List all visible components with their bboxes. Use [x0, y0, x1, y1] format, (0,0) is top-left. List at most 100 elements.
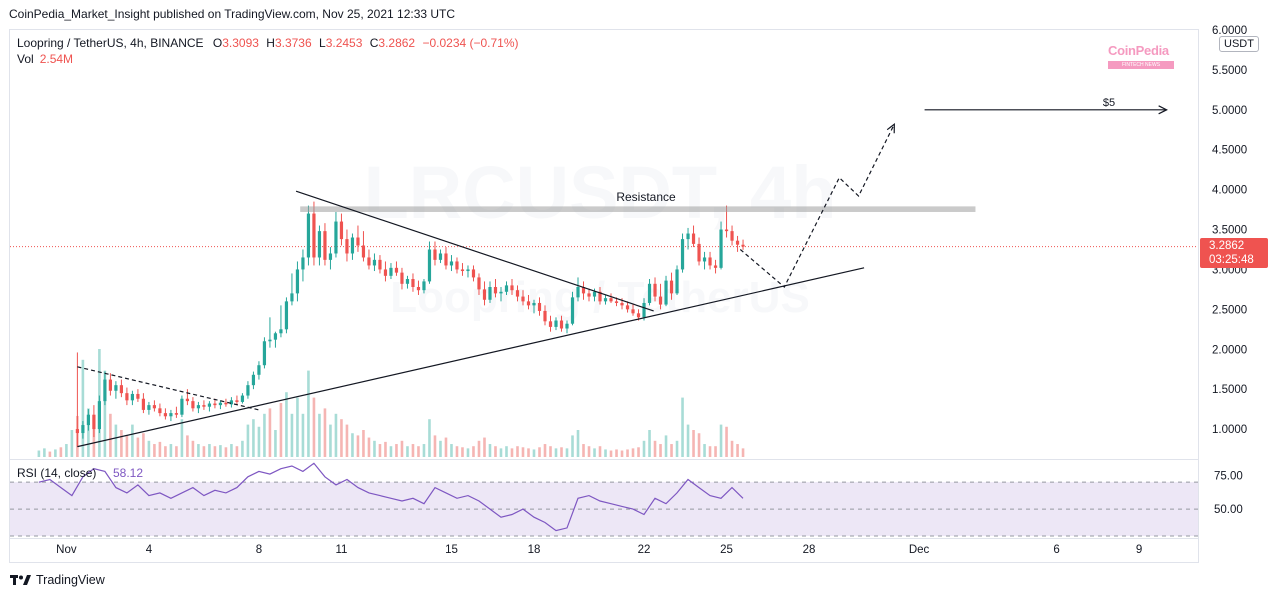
candle-down — [136, 389, 140, 402]
candle-up — [334, 211, 338, 258]
candle-body — [488, 286, 492, 300]
candle-up — [422, 279, 426, 294]
candle-down — [482, 281, 487, 306]
candle-down — [416, 280, 421, 295]
watermark-symbol: LRCUSDT, 4h — [364, 151, 837, 234]
volume-bar-down — [433, 435, 437, 457]
candle-down — [713, 259, 718, 274]
volume-bar-down — [587, 446, 591, 457]
candle-up — [284, 297, 289, 334]
volume-bar-up — [466, 448, 470, 457]
volume-bar-up — [675, 440, 679, 457]
candle-body — [636, 313, 641, 318]
candle-down — [158, 403, 162, 417]
candle-down — [493, 279, 498, 298]
time-tick-label: 9 — [1136, 544, 1142, 556]
candle-body — [702, 257, 707, 262]
candle-body — [350, 237, 355, 254]
volume-bar-down — [631, 448, 635, 457]
candle-up — [103, 371, 107, 406]
candle-body — [570, 297, 575, 324]
volume-bar-down — [582, 444, 585, 457]
candle-up — [169, 409, 173, 422]
candle-body — [306, 213, 311, 258]
candle-body — [438, 253, 443, 260]
candle-body — [136, 393, 140, 399]
volume-bar-down — [164, 446, 167, 457]
rsi-line — [38, 462, 744, 532]
candle-body — [675, 269, 679, 294]
volume-bar-down — [444, 437, 448, 457]
candle-down — [515, 285, 520, 302]
candle-body — [328, 253, 333, 260]
volume-bar-down — [527, 448, 530, 457]
volume-bars — [10, 246, 1198, 457]
volume-bar-up — [274, 430, 277, 457]
candle-up — [257, 361, 261, 380]
candle-down — [587, 288, 591, 302]
currency-unit-button[interactable]: USDT — [1219, 36, 1259, 52]
volume-bar-up — [334, 413, 338, 457]
candle-body — [741, 244, 745, 247]
symbol-label[interactable]: Loopring / TetherUS, 4h, BINANCE — [17, 36, 204, 50]
candle-body — [97, 401, 101, 430]
volume-bar-down — [477, 440, 481, 457]
volume-bar-up — [593, 448, 596, 457]
rsi-pane — [10, 462, 1198, 537]
price-tick-label: 6.0000 — [1212, 25, 1247, 37]
candle-body — [86, 414, 90, 426]
candle-body — [334, 221, 338, 254]
tradingview-brand-name: TradingView — [36, 573, 105, 587]
candle-down — [108, 373, 112, 396]
candle-up — [86, 409, 90, 431]
candle-body — [603, 298, 608, 302]
candle-body — [482, 289, 487, 300]
candle-down — [653, 277, 657, 302]
candle-body — [471, 269, 476, 278]
candle-up — [246, 381, 250, 399]
candle-body — [257, 365, 261, 375]
volume-bar-down — [516, 446, 519, 457]
candle-body — [218, 402, 223, 406]
volume-bar-down — [538, 447, 541, 457]
candle-body — [356, 237, 360, 246]
volume-bar-up — [169, 444, 173, 457]
candle-down — [202, 400, 206, 410]
candle-body — [378, 259, 382, 270]
tradingview-brand[interactable]: TradingView — [10, 573, 105, 587]
coinpedia-logo-sub: FINTECH NEWS — [1108, 61, 1174, 69]
candle-down — [598, 286, 602, 305]
volume-bar-down — [312, 397, 316, 457]
candle-up — [295, 261, 300, 302]
volume-bar-down — [136, 437, 140, 457]
volume-bar-down — [494, 446, 497, 457]
volume-bar-down — [637, 447, 640, 457]
candle-body — [92, 414, 96, 430]
candle-up — [114, 381, 118, 399]
high-key: H — [266, 36, 275, 50]
projection-path — [739, 123, 895, 288]
candle-body — [708, 257, 712, 266]
candle-up — [405, 275, 410, 289]
volume-bar-down — [213, 446, 217, 457]
volume-bar-up — [290, 413, 294, 457]
candle-up — [306, 205, 311, 266]
candle-body — [554, 320, 558, 327]
close-value: 3.2862 — [378, 36, 416, 50]
volume-bar-up — [257, 426, 261, 457]
coinpedia-logo: CoinPedia FINTECH NEWS — [1108, 42, 1184, 69]
candle-body — [169, 413, 173, 417]
target-arrowhead — [1158, 105, 1168, 115]
volume-bar-up — [230, 444, 233, 457]
candle-up — [147, 401, 151, 415]
candle-body — [526, 301, 531, 306]
candle-down — [537, 297, 542, 316]
candle-body — [317, 231, 322, 258]
volume-bar-up — [131, 424, 134, 457]
candle-up — [97, 395, 101, 434]
close-key: C — [369, 36, 379, 50]
volume-bar-down — [224, 447, 228, 457]
candle-down — [521, 290, 525, 306]
open-key: O — [212, 36, 223, 50]
